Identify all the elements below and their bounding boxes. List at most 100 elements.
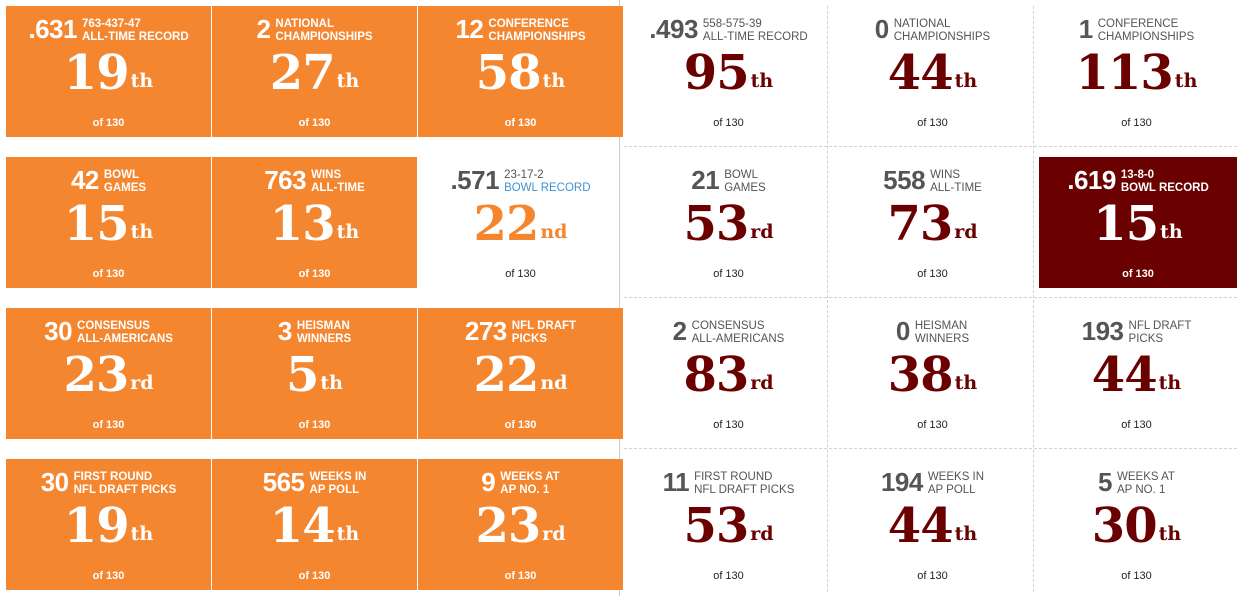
stat-rank-total: of 130: [1121, 117, 1152, 129]
stat-rank-total: of 130: [298, 570, 331, 582]
stat-label-line2: AP NO. 1: [1117, 483, 1166, 496]
stat-label-line1: BOWL: [724, 169, 759, 181]
stat-value: .493: [649, 14, 698, 44]
stat-value: 0: [895, 316, 910, 346]
stat-label-line1: WINS: [930, 169, 961, 181]
stat-value: 558: [883, 165, 926, 195]
stat-label-line2: ALL-TIME: [311, 181, 365, 194]
stat-label-line1: NFL DRAFT: [511, 320, 577, 332]
stat-label-line2: BOWL RECORD: [1120, 181, 1209, 194]
stat-rank-total: of 130: [298, 117, 331, 129]
stat-label-line1: CONSENSUS: [77, 320, 150, 332]
stat-label-line2: GAMES: [103, 181, 147, 194]
stat-value: 2: [672, 316, 687, 346]
stat-label-line2: WINNERS: [914, 332, 970, 345]
stat-rank-total: of 130: [917, 117, 948, 129]
stat-label-line1: 558-575-39: [702, 18, 762, 30]
stat-value: 565: [262, 467, 305, 497]
stat-rank-total: of 130: [713, 419, 744, 431]
stat-value: 42: [70, 165, 99, 195]
stat-label-line1: 13-8-0: [1120, 169, 1155, 181]
column-separator: [827, 6, 828, 592]
stat-value: 5: [1098, 467, 1112, 497]
stat-label-line1: CONFERENCE: [1097, 18, 1179, 30]
stat-label-line1: HEISMAN: [296, 320, 350, 332]
stat-label-line2: BOWL RECORD: [504, 181, 591, 194]
stat-label-line1: 763-437-47: [81, 18, 141, 30]
stat-label-line1: WEEKS IN: [309, 471, 367, 483]
stat-value: 21: [691, 165, 720, 195]
panel-divider: [619, 0, 620, 596]
stat-rank-total: of 130: [917, 268, 948, 280]
stat-label-line2: AP POLL: [309, 483, 360, 496]
stat-value: 194: [880, 467, 923, 497]
stat-value: 1: [1078, 14, 1093, 44]
stat-rank-total: of 130: [504, 419, 537, 431]
row-separator: [624, 297, 1237, 298]
stat-label-line2: PICKS: [511, 332, 547, 345]
stat-label-line1: HEISMAN: [914, 320, 968, 332]
stat-label-line2: CHAMPIONSHIPS: [275, 30, 373, 43]
stat-label-line1: NFL DRAFT: [1128, 320, 1192, 332]
stat-label-line2: WINNERS: [296, 332, 352, 345]
column-separator: [1033, 6, 1034, 592]
stat-label-line2: ALL-AMERICANS: [691, 332, 785, 345]
stat-rank-total: of 130: [504, 117, 537, 129]
stat-rank-total: of 130: [1122, 268, 1154, 280]
stat-label-line1: 23-17-2: [504, 169, 544, 181]
stat-rank-total: of 130: [917, 570, 948, 582]
stat-label-line2: NFL DRAFT PICKS: [73, 483, 177, 496]
stat-label-line1: CONFERENCE: [488, 18, 569, 30]
stat-value: 11: [662, 467, 690, 497]
stat-label-line1: NATIONAL: [893, 18, 951, 30]
stat-label-line2: GAMES: [724, 181, 766, 194]
stat-rank-total: of 130: [298, 419, 331, 431]
stat-value: 12: [455, 14, 484, 44]
stat-label-line2: CHAMPIONSHIPS: [488, 30, 586, 43]
stat-label-line1: WINS: [311, 169, 342, 181]
stat-rank-total: of 130: [92, 117, 125, 129]
stat-rank-total: of 130: [1121, 419, 1152, 431]
stat-rank-total: of 130: [92, 268, 125, 280]
stat-value: 30: [40, 467, 69, 497]
stat-label-line2: ALL-TIME: [930, 181, 982, 194]
stat-rank-total: of 130: [713, 117, 744, 129]
